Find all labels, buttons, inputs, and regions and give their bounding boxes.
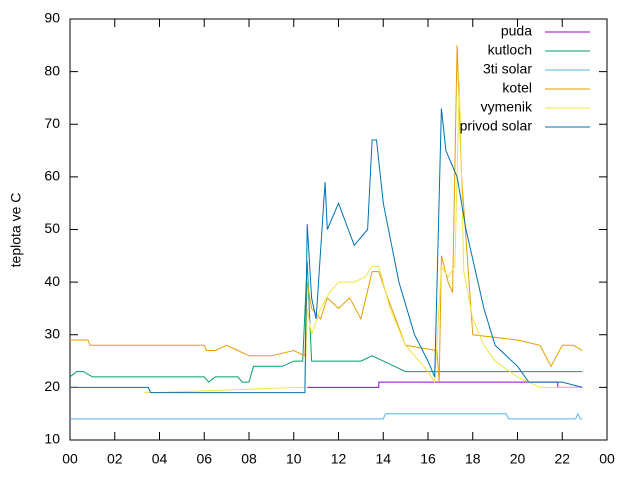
x-tick-label: 20: [510, 451, 526, 467]
x-tick-label: 18: [465, 451, 481, 467]
x-tick-label: 00: [62, 451, 78, 467]
y-tick-label: 30: [44, 325, 60, 341]
series-line: [70, 108, 583, 394]
y-tick-label: 10: [44, 431, 60, 447]
y-tick-label: 60: [44, 168, 60, 184]
x-tick-label: 12: [331, 451, 347, 467]
x-tick-label: 14: [375, 451, 391, 467]
x-tick-label: 06: [196, 451, 212, 467]
y-tick-label: 70: [44, 115, 60, 131]
y-tick-label: 80: [44, 62, 60, 78]
y-axis-label: teplota ve C: [8, 193, 24, 268]
legend-label: kotel: [502, 80, 532, 96]
series-line: [70, 412, 583, 420]
y-tick-label: 20: [44, 378, 60, 394]
series-line: [69, 261, 583, 383]
x-tick-label: 02: [107, 451, 123, 467]
x-tick-label: 00: [599, 451, 615, 467]
legend-label: privod solar: [460, 118, 533, 134]
x-tick-label: 04: [152, 451, 168, 467]
x-tick-label: 22: [554, 451, 570, 467]
x-tick-label: 16: [420, 451, 436, 467]
y-tick-label: 50: [44, 220, 60, 236]
x-tick-label: 08: [241, 451, 257, 467]
series-line: [70, 45, 583, 383]
legend-label: kutloch: [488, 42, 532, 58]
plot-border: [69, 18, 608, 441]
legend-label: puda: [501, 23, 532, 39]
series-line: [307, 381, 583, 388]
y-tick-label: 90: [44, 10, 60, 26]
legend-label: vymenik: [481, 99, 533, 115]
y-tick-label: 40: [44, 273, 60, 289]
series-line: [143, 82, 583, 394]
x-tick-label: 10: [286, 451, 302, 467]
legend-label: 3ti solar: [483, 61, 532, 77]
